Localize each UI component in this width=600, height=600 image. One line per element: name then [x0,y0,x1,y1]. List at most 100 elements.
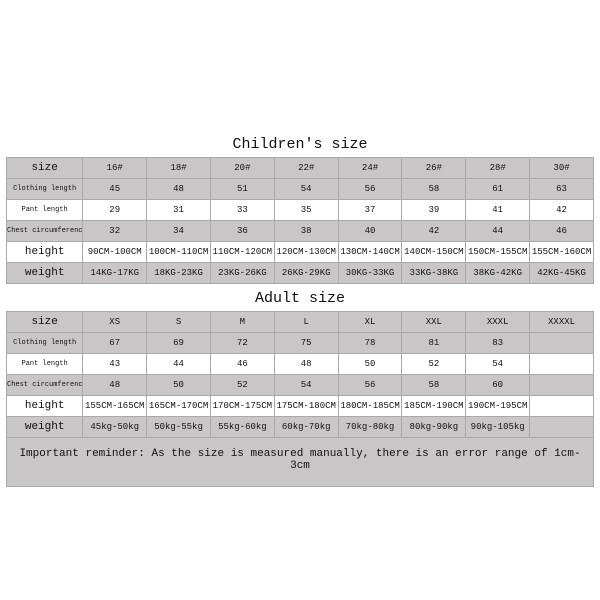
header-cell: S [147,312,211,333]
data-cell: 175CM-180CM [274,396,338,417]
table-row: height155CM-165CM165CM-170CM170CM-175CM1… [7,396,594,417]
data-cell: 78 [338,333,402,354]
data-cell: 30KG-33KG [338,263,402,284]
header-cell: XXL [402,312,466,333]
data-cell: 60kg-70kg [274,417,338,438]
header-cell: XL [338,312,402,333]
header-cell: XS [83,312,147,333]
data-cell: 50 [338,354,402,375]
adult-title: Adult size [6,284,594,311]
table-row: Clothing length4548515456586163 [7,179,594,200]
data-cell: 155CM-160CM [530,242,594,263]
data-cell: 120CM-130CM [274,242,338,263]
children-header-row: size 16# 18# 20# 22# 24# 26# 28# 30# [7,158,594,179]
data-cell: 46 [530,221,594,242]
row-label: Chest circumference 1/2 [7,375,83,396]
data-cell: 54 [274,375,338,396]
data-cell: 150CM-155CM [466,242,530,263]
row-label: Chest circumference 1/2 [7,221,83,242]
data-cell: 26KG-29KG [274,263,338,284]
header-cell: M [210,312,274,333]
data-cell: 140CM-150CM [402,242,466,263]
data-cell: 155CM-165CM [83,396,147,417]
data-cell: 185CM-190CM [402,396,466,417]
data-cell: 14KG-17KG [83,263,147,284]
data-cell: 70kg-80kg [338,417,402,438]
header-cell: size [7,158,83,179]
table-row: Chest circumference 1/23234363840424446 [7,221,594,242]
data-cell: 33KG-38KG [402,263,466,284]
data-cell: 60 [466,375,530,396]
row-label: Clothing length [7,179,83,200]
data-cell: 42 [402,221,466,242]
data-cell: 55kg-60kg [210,417,274,438]
data-cell: 34 [147,221,211,242]
size-chart-container: Children's size size 16# 18# 20# 22# 24#… [0,0,600,487]
footer-note: Important reminder: As the size is measu… [6,438,594,487]
data-cell: 80kg-90kg [402,417,466,438]
row-label: height [7,242,83,263]
table-row: Clothing length67697275788183 [7,333,594,354]
data-cell: 42KG-45KG [530,263,594,284]
data-cell: 56 [338,179,402,200]
table-row: height90CM-100CM100CM-110CM110CM-120CM12… [7,242,594,263]
data-cell: 130CM-140CM [338,242,402,263]
data-cell: 72 [210,333,274,354]
data-cell: 45 [83,179,147,200]
data-cell: 67 [83,333,147,354]
row-label: Pant length [7,354,83,375]
data-cell: 54 [466,354,530,375]
row-label: height [7,396,83,417]
data-cell: 38 [274,221,338,242]
data-cell [530,375,594,396]
row-label: weight [7,417,83,438]
data-cell [530,396,594,417]
data-cell: 90kg-105kg [466,417,530,438]
data-cell: 61 [466,179,530,200]
header-cell: XXXXL [530,312,594,333]
data-cell: 56 [338,375,402,396]
data-cell: 48 [147,179,211,200]
data-cell [530,333,594,354]
data-cell: 37 [338,200,402,221]
data-cell: 52 [210,375,274,396]
data-cell: 42 [530,200,594,221]
data-cell: 75 [274,333,338,354]
data-cell: 190CM-195CM [466,396,530,417]
data-cell: 38KG-42KG [466,263,530,284]
data-cell: 48 [274,354,338,375]
adult-table: size XS S M L XL XXL XXXL XXXXL Clothing… [6,311,594,438]
row-label: Clothing length [7,333,83,354]
data-cell: 33 [210,200,274,221]
data-cell: 40 [338,221,402,242]
data-cell: 100CM-110CM [147,242,211,263]
data-cell: 46 [210,354,274,375]
data-cell: 44 [466,221,530,242]
table-row: Pant length43444648505254 [7,354,594,375]
data-cell: 110CM-120CM [210,242,274,263]
children-table: size 16# 18# 20# 22# 24# 26# 28# 30# Clo… [6,157,594,284]
data-cell: 31 [147,200,211,221]
data-cell: 48 [83,375,147,396]
table-row: weight45kg-50kg50kg-55kg55kg-60kg60kg-70… [7,417,594,438]
data-cell: 50kg-55kg [147,417,211,438]
data-cell: 35 [274,200,338,221]
data-cell: 170CM-175CM [210,396,274,417]
data-cell: 51 [210,179,274,200]
data-cell: 165CM-170CM [147,396,211,417]
table-row: weight14KG-17KG18KG-23KG23KG-26KG26KG-29… [7,263,594,284]
data-cell: 36 [210,221,274,242]
header-cell: 30# [530,158,594,179]
data-cell: 50 [147,375,211,396]
header-cell: 18# [147,158,211,179]
data-cell: 58 [402,179,466,200]
header-cell: L [274,312,338,333]
data-cell: 81 [402,333,466,354]
data-cell: 23KG-26KG [210,263,274,284]
data-cell: 63 [530,179,594,200]
data-cell: 69 [147,333,211,354]
children-title: Children's size [6,130,594,157]
data-cell: 44 [147,354,211,375]
header-cell: 24# [338,158,402,179]
data-cell: 90CM-100CM [83,242,147,263]
